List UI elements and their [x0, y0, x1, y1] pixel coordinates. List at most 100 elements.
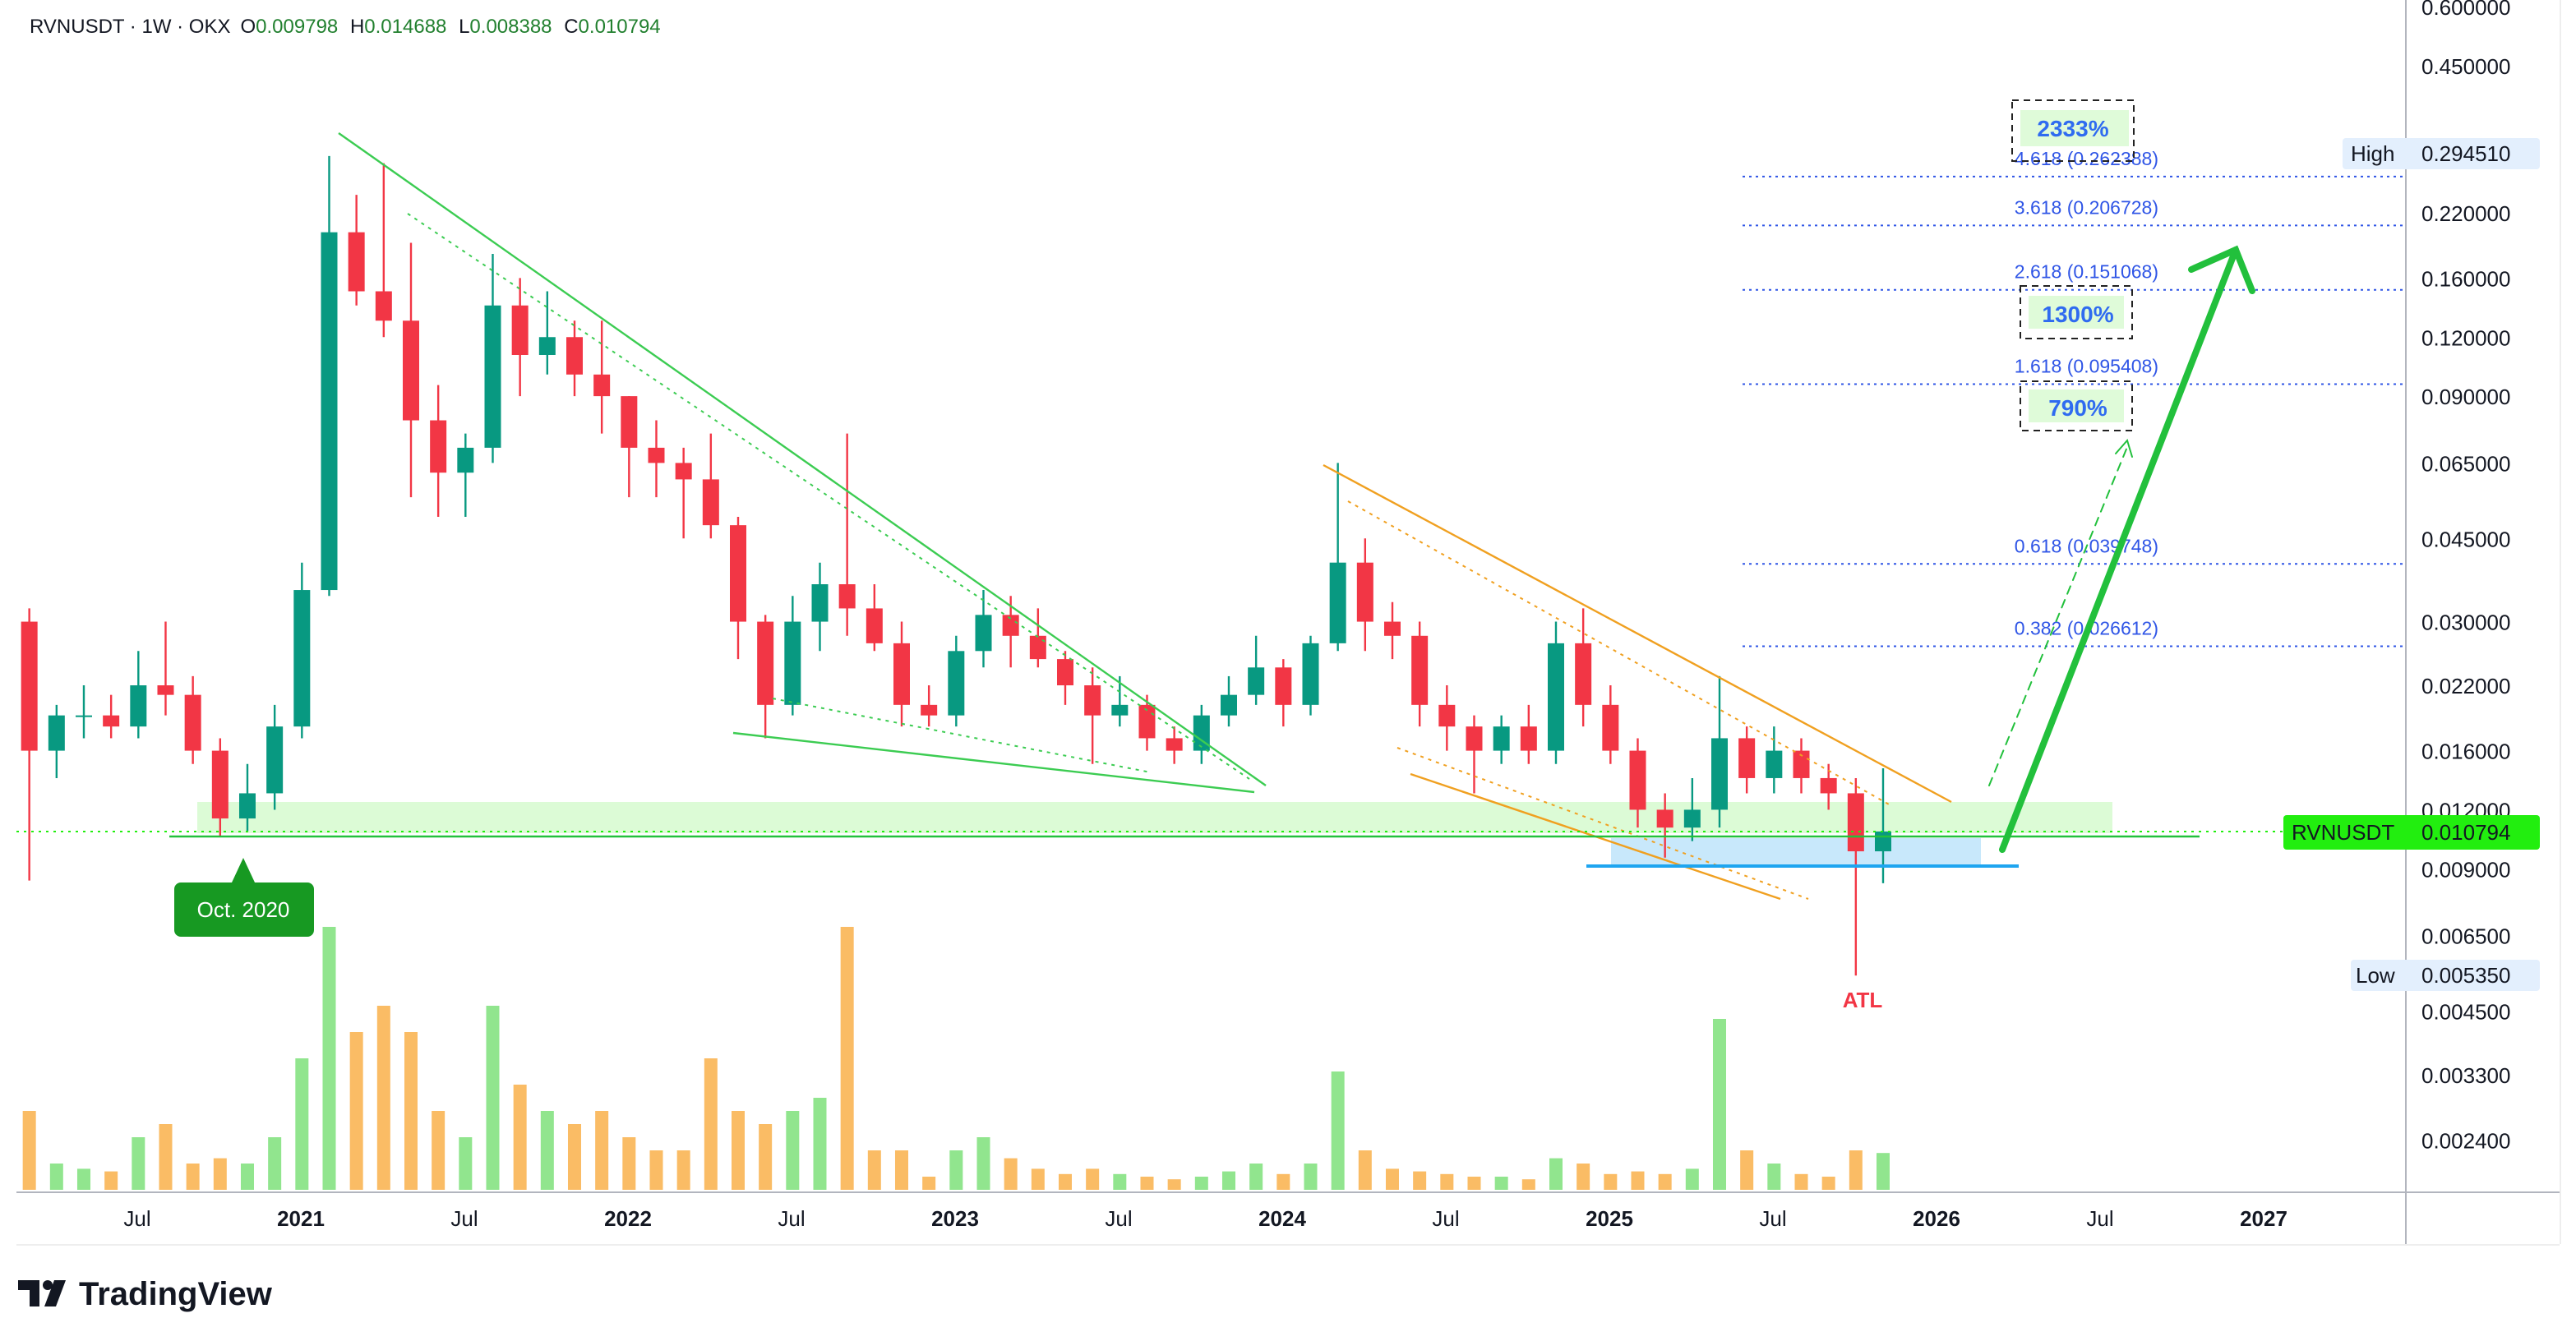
volume-bar: [1604, 1173, 1618, 1190]
candle-body: [757, 621, 774, 705]
volume-bar: [1031, 1168, 1045, 1190]
svg-text:TradingView: TradingView: [79, 1276, 273, 1312]
candle-body: [21, 621, 38, 751]
candle-body: [1166, 738, 1183, 751]
fib-level-label: 4.618 (0.262388): [2015, 148, 2158, 169]
volume-bar: [1113, 1173, 1127, 1190]
volume-bar: [159, 1124, 173, 1190]
candle-body: [103, 715, 120, 727]
volume-bar: [213, 1158, 227, 1190]
volume-bar: [622, 1137, 636, 1190]
volume-bar: [1004, 1158, 1018, 1190]
candle-body: [184, 694, 201, 751]
candle-body: [375, 291, 392, 321]
volume-bar: [76, 1168, 90, 1190]
candle-body: [729, 525, 746, 622]
volume-bar: [649, 1150, 663, 1190]
candle-body: [1493, 726, 1510, 751]
candle-body: [157, 685, 174, 695]
volume-bar: [486, 1006, 500, 1190]
last-price-badge: RVNUSDT 0.010794: [2283, 815, 2540, 850]
green-wedge-bottom: [732, 731, 1255, 794]
candle-body: [893, 643, 910, 705]
candle-body: [321, 232, 338, 591]
tradingview-logo[interactable]: TradingView: [18, 1276, 273, 1312]
candle-body: [675, 463, 692, 480]
accumulation-zone: [1611, 838, 1981, 864]
candle-body: [1329, 562, 1346, 643]
price-tick-label: 0.045000: [2421, 527, 2510, 551]
candle-body: [1766, 750, 1783, 778]
volume-bar: [1494, 1177, 1508, 1190]
candle-body: [1656, 809, 1673, 828]
candle-body: [1820, 777, 1837, 794]
price-tick-label: 0.016000: [2421, 740, 2510, 764]
time-tick-label: 2024: [1258, 1206, 1306, 1231]
price-tick-label: 0.006500: [2421, 924, 2510, 949]
candle-body: [1084, 685, 1101, 716]
volume-bar: [1058, 1173, 1072, 1190]
trendlines: [16, 132, 2405, 901]
candle-body: [1220, 694, 1237, 716]
volume-bar: [1876, 1153, 1890, 1190]
tradingview-logo-icon: [18, 1280, 66, 1306]
fib-level-label: 2.618 (0.151068): [2015, 261, 2158, 283]
volume-bar: [1440, 1173, 1454, 1190]
volume-bar: [1194, 1177, 1208, 1190]
candle-body: [1056, 659, 1073, 686]
candle-body: [1575, 643, 1592, 705]
price-axis[interactable]: 0.600000 0.450000 0.220000 0.160000 0.120000…: [2421, 0, 2510, 1153]
volume-bar: [840, 927, 854, 1190]
svg-text:790%: 790%: [2048, 395, 2107, 421]
candle-body: [866, 608, 883, 643]
volume-bar: [759, 1124, 773, 1190]
candle-body: [1683, 809, 1701, 828]
candle-body: [238, 793, 256, 819]
candle-body: [1738, 738, 1756, 778]
volume-bar: [240, 1164, 254, 1190]
volume-bar: [1631, 1171, 1645, 1190]
volume-bar: [1767, 1164, 1781, 1190]
time-axis[interactable]: Jul 2021 Jul 2022 Jul 2023 Jul 2024 Jul 2025 Jul 20…: [123, 1206, 2287, 1231]
candle-body: [1602, 704, 1619, 751]
main-arrow: [1999, 247, 2239, 853]
price-tick-label: 0.090000: [2421, 385, 2510, 409]
volume-bar: [1413, 1171, 1427, 1190]
volume-bar: [1467, 1177, 1481, 1190]
volume-bar: [1577, 1164, 1590, 1190]
candle-body: [1138, 704, 1156, 739]
volume-bar: [1276, 1173, 1290, 1190]
price-tick-label: 0.009000: [2421, 857, 2510, 882]
candle-body: [1275, 667, 1292, 705]
volume-bar: [432, 1111, 445, 1190]
svg-text:2333%: 2333%: [2037, 116, 2108, 141]
candle-body: [511, 305, 529, 355]
target-2333: 2333%: [2011, 99, 2135, 162]
volume-bar: [22, 1111, 36, 1190]
volume-bar: [1385, 1168, 1399, 1190]
oct-2020-callout: Oct. 2020: [174, 858, 314, 937]
candle-body: [702, 479, 719, 526]
candle-body: [1438, 704, 1456, 727]
volume-bar: [1140, 1177, 1154, 1190]
candle-body: [293, 590, 311, 727]
time-tick-label: Jul: [1759, 1206, 1786, 1231]
candle-body: [1111, 704, 1129, 716]
volume-bar: [1221, 1171, 1235, 1190]
candle-body: [621, 396, 638, 448]
price-tick-label: 0.600000: [2421, 0, 2510, 20]
candle-body: [1248, 667, 1265, 695]
green-dotted-line: [407, 213, 1250, 780]
candle-body: [566, 337, 583, 375]
time-tick-label: Jul: [2086, 1206, 2113, 1231]
price-tick-label: 0.160000: [2421, 266, 2510, 291]
time-tick-label: 2027: [2240, 1206, 2287, 1231]
target-1300: 1300%: [2020, 285, 2133, 339]
volume-bar: [1712, 1019, 1726, 1190]
svg-text:0.294510: 0.294510: [2421, 141, 2510, 166]
candle-body: [1520, 726, 1537, 751]
candle-body: [430, 420, 447, 473]
ohlc-header: RVNUSDT · 1W · OKX O0.009798 H0.014688 L0…: [30, 16, 661, 38]
volume-bar: [1549, 1158, 1563, 1190]
